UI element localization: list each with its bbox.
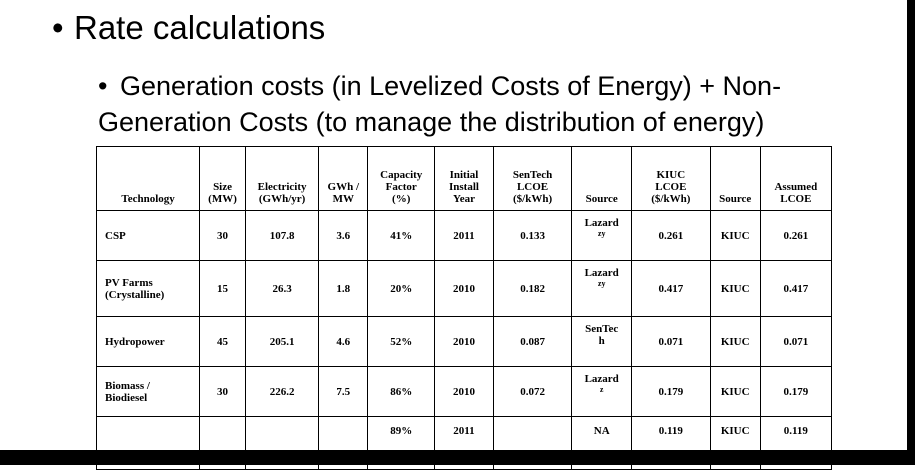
header-size: Size (MW): [199, 146, 246, 211]
cell-sentech-lcoe: 0.087: [492, 316, 573, 367]
table-row: Hydropower 45 205.1 4.6 52% 2010 0.087 S…: [95, 316, 833, 367]
cell-assumed-lcoe: 0.179: [759, 366, 833, 417]
header-technology: Technology: [95, 146, 201, 211]
table-row: PV Farms (Crystalline) 15 26.3 1.8 20% 20…: [95, 260, 833, 317]
cell-kiuc-lcoe: 0.071: [630, 316, 711, 367]
table-row: Biomass / Biodiesel 30 226.2 7.5 86% 2010…: [95, 366, 833, 417]
cell-gwh-mw: 3.6: [318, 210, 369, 261]
cell-install-year: 2010: [434, 260, 494, 317]
header-install-year: Initial Install Year: [434, 146, 494, 211]
bullet-main: • Rate calculations: [52, 8, 325, 48]
cell-kiuc-lcoe: 0.119: [630, 416, 711, 470]
cell-source-1: SenTec h: [571, 316, 632, 367]
cell-capacity-factor: 89%: [367, 416, 436, 470]
table-header-row: Technology Size (MW) Electricity (GWh/yr) …: [95, 146, 833, 211]
cell-kiuc-lcoe: 0.179: [630, 366, 711, 417]
bullet-sub: • Generation costs (in Levelized Costs of…: [98, 68, 898, 140]
cell-source-1: NA: [571, 416, 632, 470]
cell-electricity: 26.3: [244, 260, 320, 317]
cell-sentech-lcoe: 0.133: [492, 210, 573, 261]
cell-sentech-lcoe: 0.182: [492, 260, 573, 317]
cell-technology: PV Farms (Crystalline): [95, 260, 201, 317]
cell-capacity-factor: 20%: [367, 260, 436, 317]
cell-size: 45: [199, 316, 246, 367]
table-row: CSP 30 107.8 3.6 41% 2011 0.133 Lazard zy…: [95, 210, 833, 261]
cell-technology: Biomass / Biodiesel: [95, 366, 201, 417]
cell-technology: Landfill Gas: [95, 416, 201, 470]
cell-install-year: 2010: [434, 316, 494, 367]
cell-capacity-factor: 41%: [367, 210, 436, 261]
bullet-dot-icon: •: [52, 9, 64, 46]
header-sentech-lcoe: SenTech LCOE ($/kWh): [492, 146, 573, 211]
cell-gwh-mw: 7.8: [318, 416, 369, 470]
cell-technology: Hydropower: [95, 316, 201, 367]
cell-size: 1.6: [199, 416, 246, 470]
bullet-dot-icon: •: [98, 71, 108, 101]
cell-gwh-mw: 7.5: [318, 366, 369, 417]
cell-assumed-lcoe: 0.417: [759, 260, 833, 317]
table-row: Landfill Gas 1.6 12.5 7.8 89% 2011 NA 0.…: [95, 416, 833, 470]
cell-electricity: 205.1: [244, 316, 320, 367]
cell-kiuc-lcoe: 0.417: [630, 260, 711, 317]
cell-source-2: KIUC: [709, 210, 761, 261]
cell-assumed-lcoe: 0.071: [759, 316, 833, 367]
cell-source-1: Lazard zy: [571, 210, 632, 261]
cell-electricity: 107.8: [244, 210, 320, 261]
cell-gwh-mw: 1.8: [318, 260, 369, 317]
cell-capacity-factor: 52%: [367, 316, 436, 367]
cell-size: 15: [199, 260, 246, 317]
cell-install-year: 2010: [434, 366, 494, 417]
cell-electricity: 12.5: [244, 416, 320, 470]
header-assumed-lcoe: Assumed LCOE: [759, 146, 833, 211]
cell-assumed-lcoe: 0.261: [759, 210, 833, 261]
cell-source-2: KIUC: [709, 260, 761, 317]
slide-frame-right: [907, 0, 915, 465]
cell-sentech-lcoe: 0.072: [492, 366, 573, 417]
cell-source-1: Lazard zy: [571, 260, 632, 317]
cell-size: 30: [199, 366, 246, 417]
cell-technology: CSP: [95, 210, 201, 261]
cell-source-1: Lazard z: [571, 366, 632, 417]
header-kiuc-lcoe: KIUC LCOE ($/kWh): [630, 146, 711, 211]
cell-electricity: 226.2: [244, 366, 320, 417]
lcoe-table: Technology Size (MW) Electricity (GWh/yr) …: [95, 146, 833, 470]
cell-source-2: KIUC: [709, 366, 761, 417]
cell-size: 30: [199, 210, 246, 261]
header-capacity-factor: Capacity Factor (%): [367, 146, 436, 211]
cell-install-year: 2011: [434, 210, 494, 261]
cell-source-2: KIUC: [709, 316, 761, 367]
header-gwh-mw: GWh / MW: [318, 146, 369, 211]
cell-gwh-mw: 4.6: [318, 316, 369, 367]
bullet-main-text: Rate calculations: [74, 9, 326, 46]
header-source-2: Source: [709, 146, 761, 211]
bullet-sub-text: Generation costs (in Levelized Costs of …: [98, 71, 782, 137]
cell-assumed-lcoe: 0.119: [759, 416, 833, 470]
cell-kiuc-lcoe: 0.261: [630, 210, 711, 261]
cell-install-year: 2011: [434, 416, 494, 470]
header-source-1: Source: [571, 146, 632, 211]
cell-capacity-factor: 86%: [367, 366, 436, 417]
cell-sentech-lcoe: [492, 416, 573, 470]
cell-source-2: KIUC: [709, 416, 761, 470]
header-electricity: Electricity (GWh/yr): [244, 146, 320, 211]
